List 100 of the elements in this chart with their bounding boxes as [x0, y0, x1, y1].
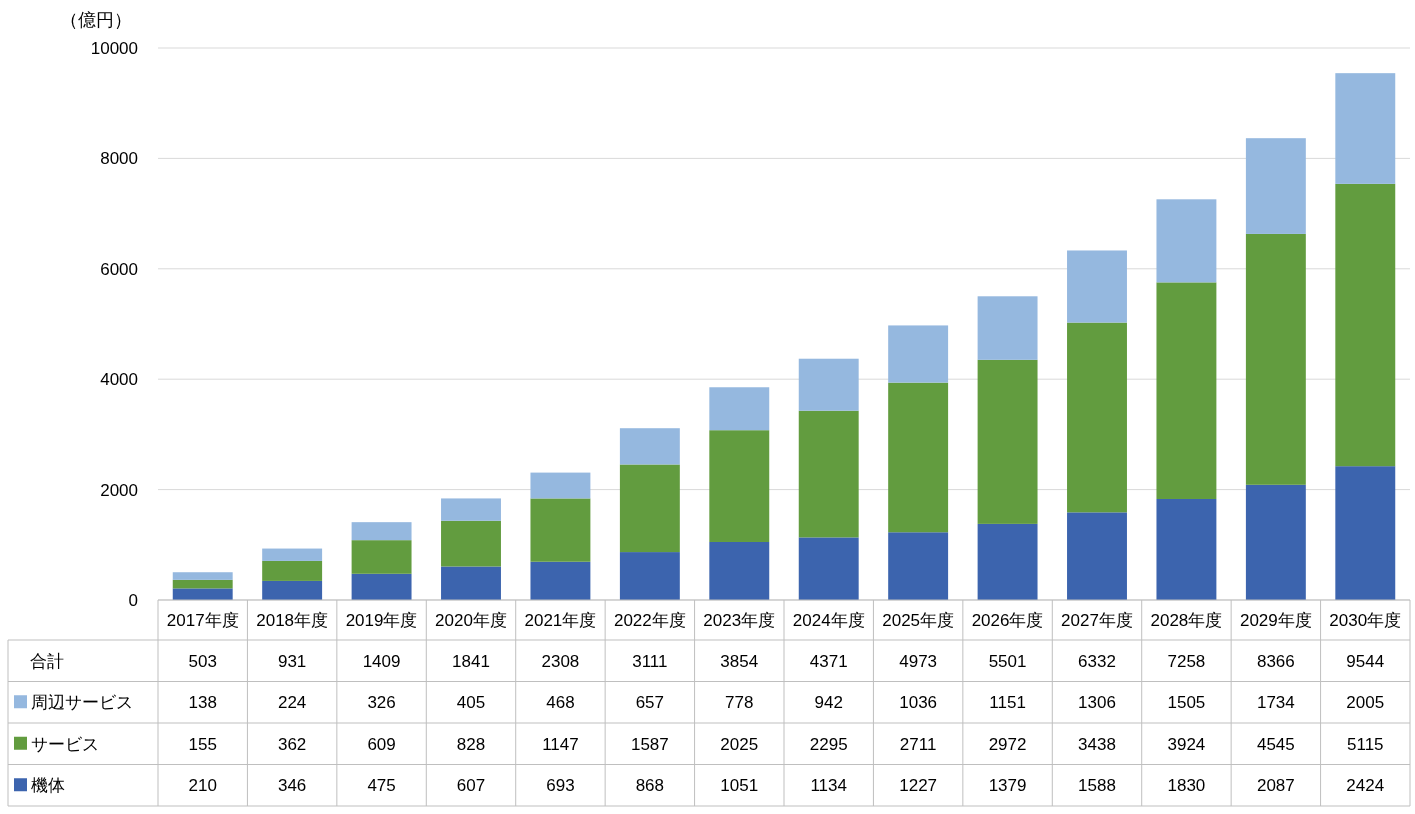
data-label: 1588 — [1078, 776, 1116, 796]
bar — [351, 540, 412, 574]
bar — [172, 579, 233, 589]
bar — [1335, 466, 1396, 600]
data-label: 1505 — [1167, 693, 1206, 713]
bar — [441, 498, 501, 521]
x-tick-label: 2025年度 — [882, 610, 955, 630]
data-label: 2295 — [809, 734, 848, 754]
data-label: 2972 — [988, 734, 1027, 754]
bar — [888, 382, 949, 533]
total-label: 1841 — [452, 651, 490, 671]
data-label: 224 — [277, 693, 307, 713]
bar — [619, 428, 680, 465]
bar — [798, 537, 859, 600]
data-label: 362 — [277, 734, 307, 754]
data-label: 1036 — [899, 693, 938, 713]
legend-label: 機体 — [31, 776, 65, 796]
data-label: 5115 — [1347, 734, 1384, 754]
bar — [709, 541, 770, 600]
legend-label: サービス — [31, 734, 99, 754]
total-label: 3111 — [632, 651, 668, 671]
bar — [1067, 250, 1127, 323]
bar — [262, 580, 323, 600]
total-label: 1409 — [362, 651, 401, 671]
x-tick-label: 2026年度 — [971, 610, 1044, 630]
y-tick-label: 2000 — [100, 480, 138, 500]
y-axis-title: （億円） — [60, 10, 132, 30]
data-label: 3438 — [1078, 734, 1116, 754]
data-label: 2025 — [720, 734, 759, 754]
total-label: 2308 — [541, 651, 580, 671]
bar — [888, 325, 949, 383]
total-label: 9544 — [1346, 651, 1385, 671]
total-label: 6332 — [1078, 651, 1116, 671]
data-label: 1151 — [989, 693, 1026, 713]
data-label: 2711 — [899, 734, 937, 754]
data-label: 468 — [546, 693, 575, 713]
bar — [1156, 498, 1217, 600]
bar — [1156, 282, 1217, 499]
bar — [262, 560, 323, 581]
total-label: 4371 — [809, 651, 848, 671]
x-tick-label: 2030年度 — [1329, 610, 1402, 630]
data-label: 1134 — [810, 776, 847, 796]
bar — [441, 520, 501, 567]
x-tick-label: 2029年度 — [1239, 610, 1312, 630]
data-label: 1830 — [1167, 776, 1206, 796]
y-tick-label: 8000 — [100, 149, 138, 169]
total-label: 931 — [277, 651, 307, 671]
bar — [1245, 484, 1306, 600]
total-label: 5501 — [988, 651, 1027, 671]
data-label: 1379 — [988, 776, 1027, 796]
x-tick-label: 2024年度 — [792, 610, 865, 630]
x-tick-label: 2028年度 — [1150, 610, 1223, 630]
x-tick-label: 2017年度 — [166, 610, 239, 630]
total-label: 7258 — [1167, 651, 1206, 671]
bar — [351, 573, 412, 600]
bar — [530, 561, 591, 600]
x-tick-label: 2019年度 — [345, 610, 418, 630]
bar — [977, 296, 1038, 360]
data-label: 3924 — [1167, 734, 1206, 754]
x-tick-label: 2027年度 — [1061, 610, 1133, 630]
data-label: 2005 — [1346, 693, 1385, 713]
y-tick-label: 4000 — [100, 370, 138, 390]
data-label: 1147 — [542, 734, 579, 754]
total-label: 503 — [188, 651, 217, 671]
data-label: 475 — [367, 776, 396, 796]
x-tick-label: 2020年度 — [435, 610, 507, 630]
data-label: 693 — [546, 776, 575, 796]
total-label: 3854 — [720, 651, 759, 671]
bar — [709, 387, 770, 431]
data-label: 1306 — [1078, 693, 1116, 713]
total-label: 8366 — [1256, 651, 1295, 671]
bar — [530, 498, 591, 562]
data-label: 868 — [635, 776, 665, 796]
data-label: 155 — [188, 734, 217, 754]
x-tick-label: 2021年度 — [524, 610, 597, 630]
bar — [1245, 138, 1306, 234]
text: 合計 — [30, 651, 64, 671]
total-label: 4973 — [899, 651, 938, 671]
data-label: 1734 — [1256, 693, 1295, 713]
bar — [709, 430, 770, 542]
bar — [441, 566, 501, 600]
data-label: 346 — [277, 776, 307, 796]
x-tick-label: 2023年度 — [703, 610, 776, 630]
bar — [888, 532, 949, 600]
data-label: 138 — [188, 693, 217, 713]
y-tick-label: 0 — [128, 590, 138, 610]
data-label: 326 — [367, 693, 396, 713]
x-tick-label: 2018年度 — [256, 610, 329, 630]
bar — [1156, 199, 1217, 283]
data-label: 607 — [456, 776, 486, 796]
data-label: 942 — [814, 693, 843, 713]
legend-label: 周辺サービス — [31, 693, 133, 713]
data-label: 828 — [456, 734, 486, 754]
bar — [977, 523, 1038, 600]
bar — [619, 552, 680, 600]
bar — [351, 522, 412, 541]
y-tick-label: 6000 — [100, 259, 138, 279]
bar — [619, 464, 680, 553]
bar — [798, 410, 859, 538]
bar — [977, 359, 1038, 524]
